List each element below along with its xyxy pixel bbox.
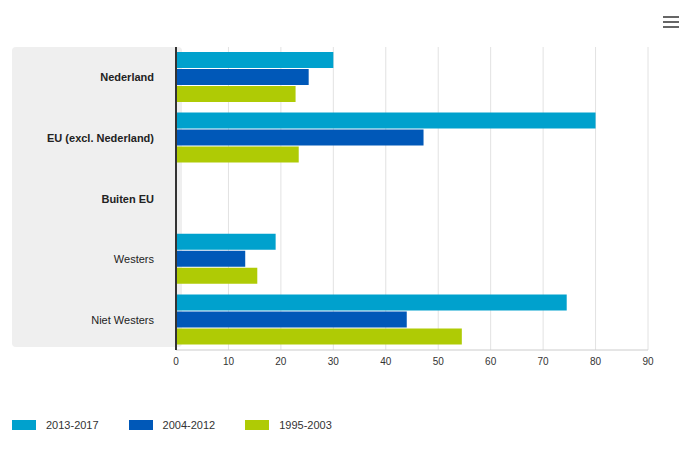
svg-text:70: 70 xyxy=(538,356,550,367)
svg-text:90: 90 xyxy=(642,356,654,367)
html-text:2004-2012: 2004-2012 xyxy=(162,419,216,431)
svg-text:0: 0 xyxy=(173,356,179,367)
svg-text:Niet Westers: Niet Westers xyxy=(91,314,154,326)
svg-text:50: 50 xyxy=(433,356,445,367)
svg-text:Nederland: Nederland xyxy=(100,71,154,83)
svg-text:EU (excl. Nederland): EU (excl. Nederland) xyxy=(47,132,154,144)
html-text:1995-2003: 1995-2003 xyxy=(279,419,332,431)
svg-text:60: 60 xyxy=(485,356,497,367)
svg-text:80: 80 xyxy=(590,356,602,367)
svg-text:20: 20 xyxy=(275,356,287,367)
html-text:2013-2017: 2013-2017 xyxy=(46,419,99,431)
svg-text:30: 30 xyxy=(328,356,340,367)
svg-text:Westers: Westers xyxy=(114,253,155,265)
svg-text:40: 40 xyxy=(380,356,392,367)
svg-text:Buiten EU: Buiten EU xyxy=(101,193,154,205)
svg-text:10: 10 xyxy=(223,356,235,367)
